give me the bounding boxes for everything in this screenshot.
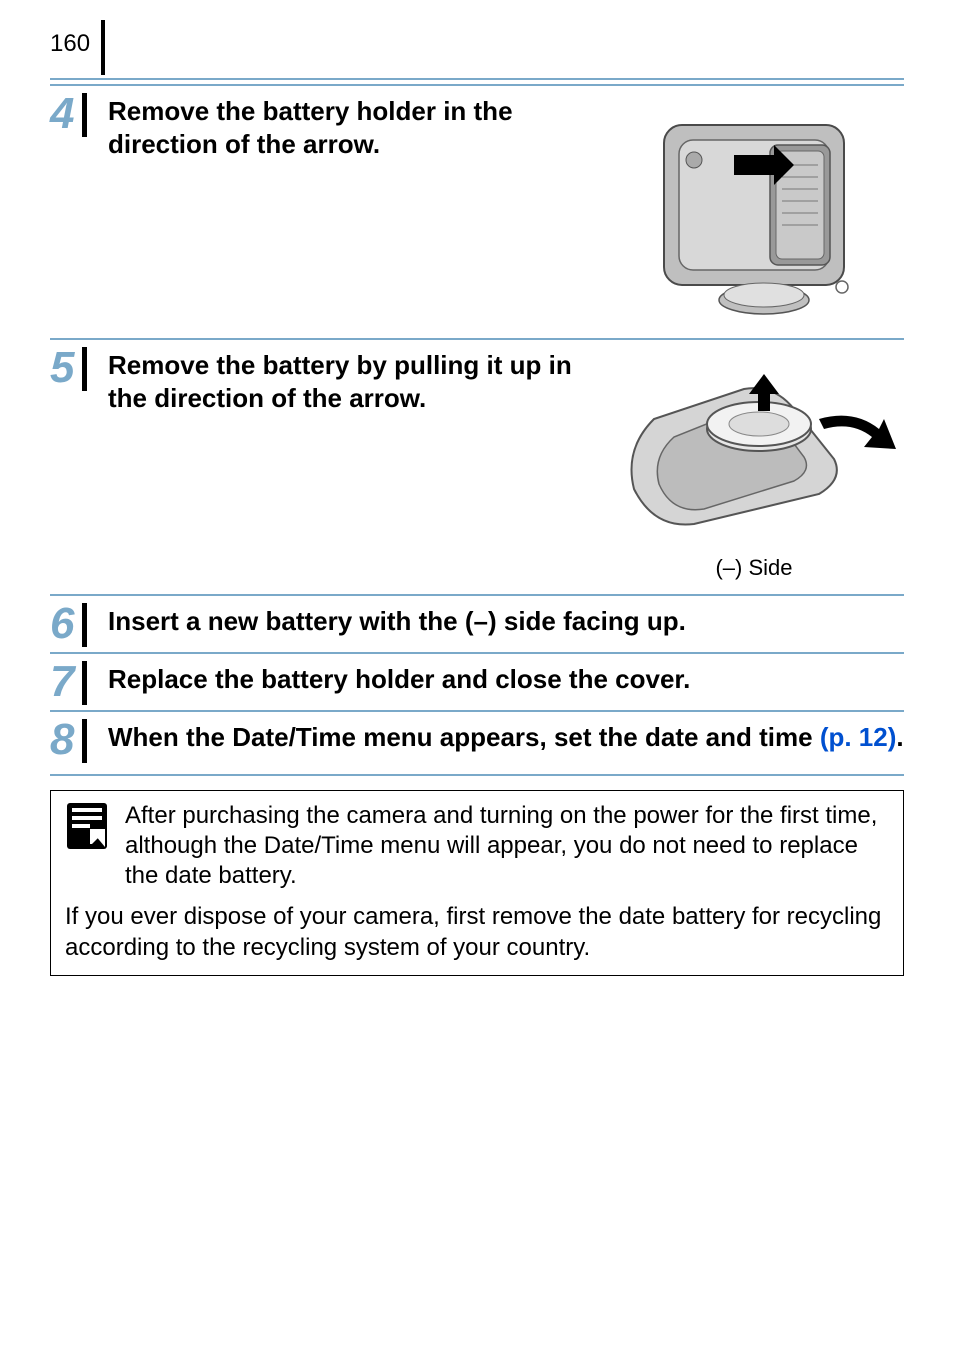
step-8-link[interactable]: (p. 12) [820,722,897,752]
step-number: 8 [50,715,100,765]
note-icon [65,801,125,851]
step-4-title: Remove the battery holder in the directi… [108,95,624,160]
step-number-bar [82,661,87,705]
step-number-bar [82,719,87,763]
step-8-title-a: When the Date/Time menu appears, set the… [108,722,820,752]
step-4-illustration [624,95,904,325]
step-6-title: Insert a new battery with the (–) side f… [108,605,904,638]
step-number: 4 [50,89,100,139]
bottom-rule [50,774,904,776]
step-6: 6 Insert a new battery with the (–) side… [50,594,904,652]
step-5-caption: (–) Side [604,555,904,581]
step-8: 8 When the Date/Time menu appears, set t… [50,710,904,768]
step-5-illustration: (–) Side [604,349,904,581]
step-7: 7 Replace the battery holder and close t… [50,652,904,710]
top-rule [50,78,904,80]
step-4: 4 Remove the battery holder in the direc… [50,84,904,338]
step-number-bar [82,347,87,391]
step-5-title: Remove the battery by pulling it up in t… [108,349,604,414]
page-number: 160 [50,30,105,58]
step-number-col: 8 [50,715,100,765]
step-number-col: 6 [50,599,100,649]
note-dispose: If you ever dispose of your camera, firs… [65,901,889,963]
note-box: After purchasing the camera and turning … [50,790,904,976]
step-number-col: 5 [50,343,100,591]
step-number: 7 [50,657,100,707]
page-header: 160 [50,30,904,58]
step-number: 6 [50,599,100,649]
step-8-title: When the Date/Time menu appears, set the… [108,721,904,754]
step-number-col: 7 [50,657,100,707]
step-8-title-b: . [896,722,903,752]
note-first-power: After purchasing the camera and turning … [125,801,889,891]
step-5: 5 Remove the battery by pulling it up in… [50,338,904,594]
step-number-col: 4 [50,89,100,335]
step-number: 5 [50,343,100,393]
step-number-bar [82,603,87,647]
step-7-title: Replace the battery holder and close the… [108,663,904,696]
step-number-bar [82,93,87,137]
